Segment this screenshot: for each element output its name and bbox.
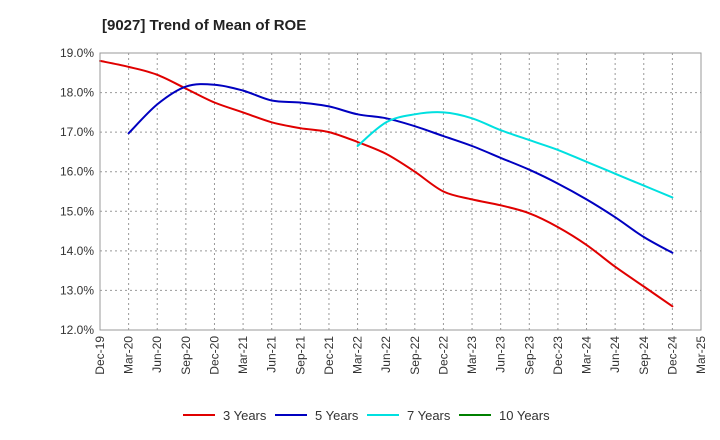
y-tick-label: 17.0% (60, 125, 94, 139)
x-tick-label: Jun-21 (265, 336, 279, 373)
x-tick-label: Sep-21 (293, 336, 307, 375)
legend-label-3-years: 3 Years (223, 408, 267, 423)
x-tick-label: Dec-19 (93, 336, 107, 375)
series-line-7-years (356, 111, 674, 199)
x-tick-label: Jun-22 (379, 336, 393, 373)
x-tick-label: Dec-23 (551, 336, 565, 375)
x-tick-label: Sep-24 (637, 336, 651, 375)
series-lines (99, 59, 674, 308)
y-tick-label: 15.0% (60, 204, 94, 218)
legend-label-7-years: 7 Years (407, 408, 451, 423)
x-tick-label: Mar-23 (465, 336, 479, 374)
y-tick-label: 12.0% (60, 323, 94, 337)
y-tick-label: 19.0% (60, 46, 94, 60)
legend: 3 Years 5 Years 7 Years 10 Years (183, 408, 550, 423)
series-line-3-years (99, 59, 674, 308)
x-axis: Dec-19 Mar-20 Jun-20 Sep-20 Dec-20 Mar-21 Jun-… (93, 336, 708, 375)
x-tick-label: Sep-23 (522, 336, 536, 375)
x-tick-label: Dec-20 (207, 336, 221, 375)
x-tick-label: Sep-22 (408, 336, 422, 375)
x-tick-label: Dec-22 (436, 336, 450, 375)
y-axis: 12.0% 13.0% 14.0% 15.0% 16.0% 17.0% 18.0% 19.0% (60, 46, 94, 337)
x-tick-label: Mar-24 (580, 336, 594, 374)
series-line-5-years (127, 83, 674, 254)
x-tick-label: Mar-25 (694, 336, 708, 374)
legend-label-10-years: 10 Years (499, 408, 550, 423)
x-tick-label: Jun-24 (608, 336, 622, 373)
grid (99, 52, 702, 331)
x-tick-label: Jun-23 (494, 336, 508, 373)
plot-area-border (99, 52, 702, 331)
y-tick-label: 16.0% (60, 165, 94, 179)
x-tick-label: Jun-20 (150, 336, 164, 373)
x-tick-label: Sep-20 (179, 336, 193, 375)
y-tick-label: 18.0% (60, 86, 94, 100)
x-tick-label: Mar-22 (351, 336, 365, 374)
chart-title: [9027] Trend of Mean of ROE (102, 17, 306, 34)
x-tick-label: Mar-20 (122, 336, 136, 374)
y-tick-label: 14.0% (60, 244, 94, 258)
legend-label-5-years: 5 Years (315, 408, 359, 423)
x-tick-label: Mar-21 (236, 336, 250, 374)
x-tick-label: Dec-21 (322, 336, 336, 375)
y-tick-label: 13.0% (60, 283, 94, 297)
x-tick-label: Dec-24 (665, 336, 679, 375)
